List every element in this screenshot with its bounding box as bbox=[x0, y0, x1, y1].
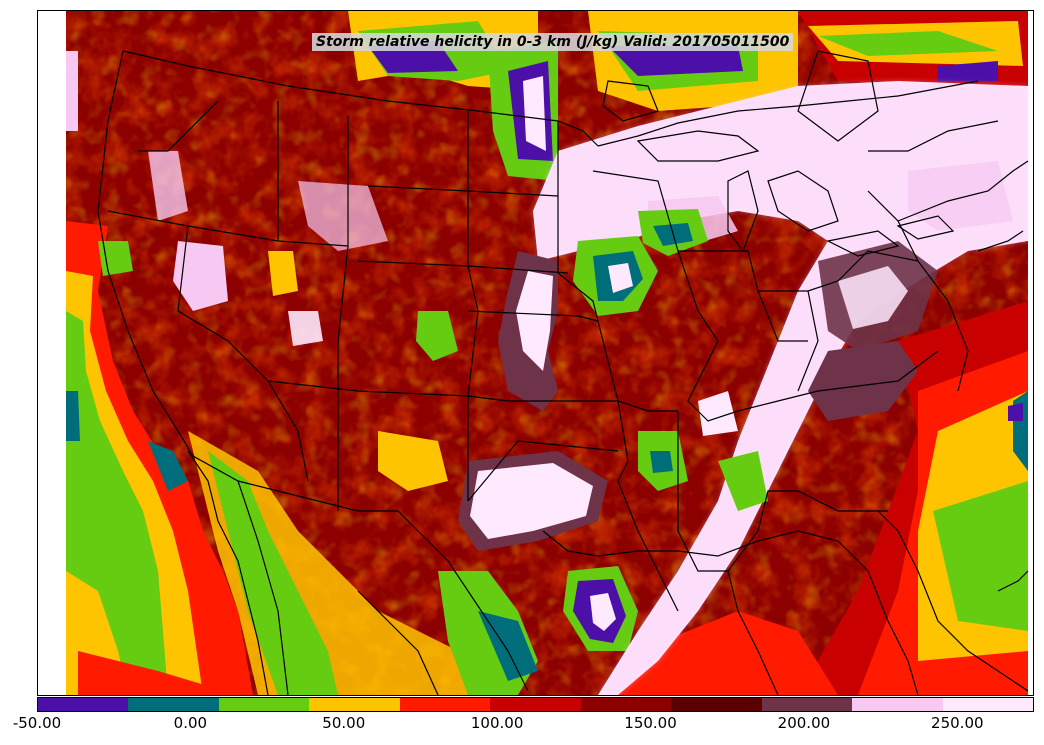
colorbar-segment bbox=[490, 698, 581, 711]
colorbar-segment bbox=[671, 698, 762, 711]
colorbar-tick-label: 250.00 bbox=[931, 714, 984, 732]
map-title: Storm relative helicity in 0-3 km (J/kg)… bbox=[312, 33, 794, 51]
colorbar-segment bbox=[309, 698, 400, 711]
map-panel: Storm relative helicity in 0-3 km (J/kg)… bbox=[37, 10, 1034, 696]
atlantic-field bbox=[598, 301, 1028, 695]
colorbar-segment bbox=[218, 698, 310, 711]
colorbar bbox=[37, 697, 1034, 712]
colorbar-tick-label: 0.00 bbox=[173, 714, 208, 732]
colorbar-tick-label: 50.00 bbox=[322, 714, 366, 732]
mid-spots bbox=[98, 209, 768, 511]
colorbar-tick-label: 150.00 bbox=[624, 714, 677, 732]
srh-contour-map bbox=[38, 11, 1029, 695]
colorbar-segment bbox=[38, 698, 129, 711]
colorbar-tick-label: -50.00 bbox=[12, 714, 62, 732]
coastlines bbox=[187, 450, 1029, 695]
boundary-lines bbox=[97, 50, 1029, 695]
south-band bbox=[188, 431, 638, 695]
colorbar-tick-labels: -50.00 0.00 50.00 100.00 150.00 200.00 250.00 bbox=[0, 714, 1044, 738]
colorbar-segment bbox=[399, 698, 491, 711]
no-data-strip bbox=[38, 11, 66, 695]
colorbar-tick-label: 200.00 bbox=[777, 714, 831, 732]
colorbar-segment bbox=[761, 698, 853, 711]
pacific-field bbox=[66, 221, 253, 695]
colorbar-tick-label: 100.00 bbox=[470, 714, 524, 732]
colorbar-segment bbox=[580, 698, 672, 711]
colorbar-segment bbox=[852, 698, 943, 711]
colorbar-segment bbox=[942, 698, 1033, 711]
colorbar-segment bbox=[128, 698, 219, 711]
great-lakes bbox=[602, 50, 955, 257]
